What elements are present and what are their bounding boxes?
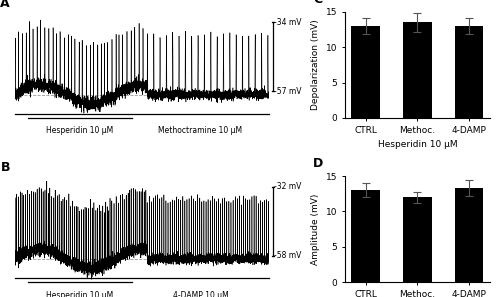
Text: Methoctramine 10 μM: Methoctramine 10 μM [158,126,242,135]
Bar [455,26,484,118]
Text: B: B [0,161,10,174]
Text: Hesperidin 10 μM: Hesperidin 10 μM [46,126,114,135]
Text: -34 mV: -34 mV [274,18,301,27]
Text: -58 mV: -58 mV [274,251,301,260]
Text: -57 mV: -57 mV [274,87,301,96]
Text: 4-DAMP 10 μM: 4-DAMP 10 μM [172,291,229,297]
Y-axis label: Amplitude (mV): Amplitude (mV) [311,193,320,265]
Y-axis label: Depolarization (mV): Depolarization (mV) [311,20,320,110]
Bar [403,23,432,118]
Bar [352,190,380,282]
Bar [455,188,484,282]
Text: D: D [313,157,323,170]
Text: Hesperidin 10 μM: Hesperidin 10 μM [46,291,114,297]
Bar [403,198,432,282]
Text: -32 mV: -32 mV [274,182,301,191]
X-axis label: Hesperidin 10 μM: Hesperidin 10 μM [378,140,457,149]
Text: C: C [313,0,322,6]
Bar [352,26,380,118]
Text: A: A [0,0,10,10]
